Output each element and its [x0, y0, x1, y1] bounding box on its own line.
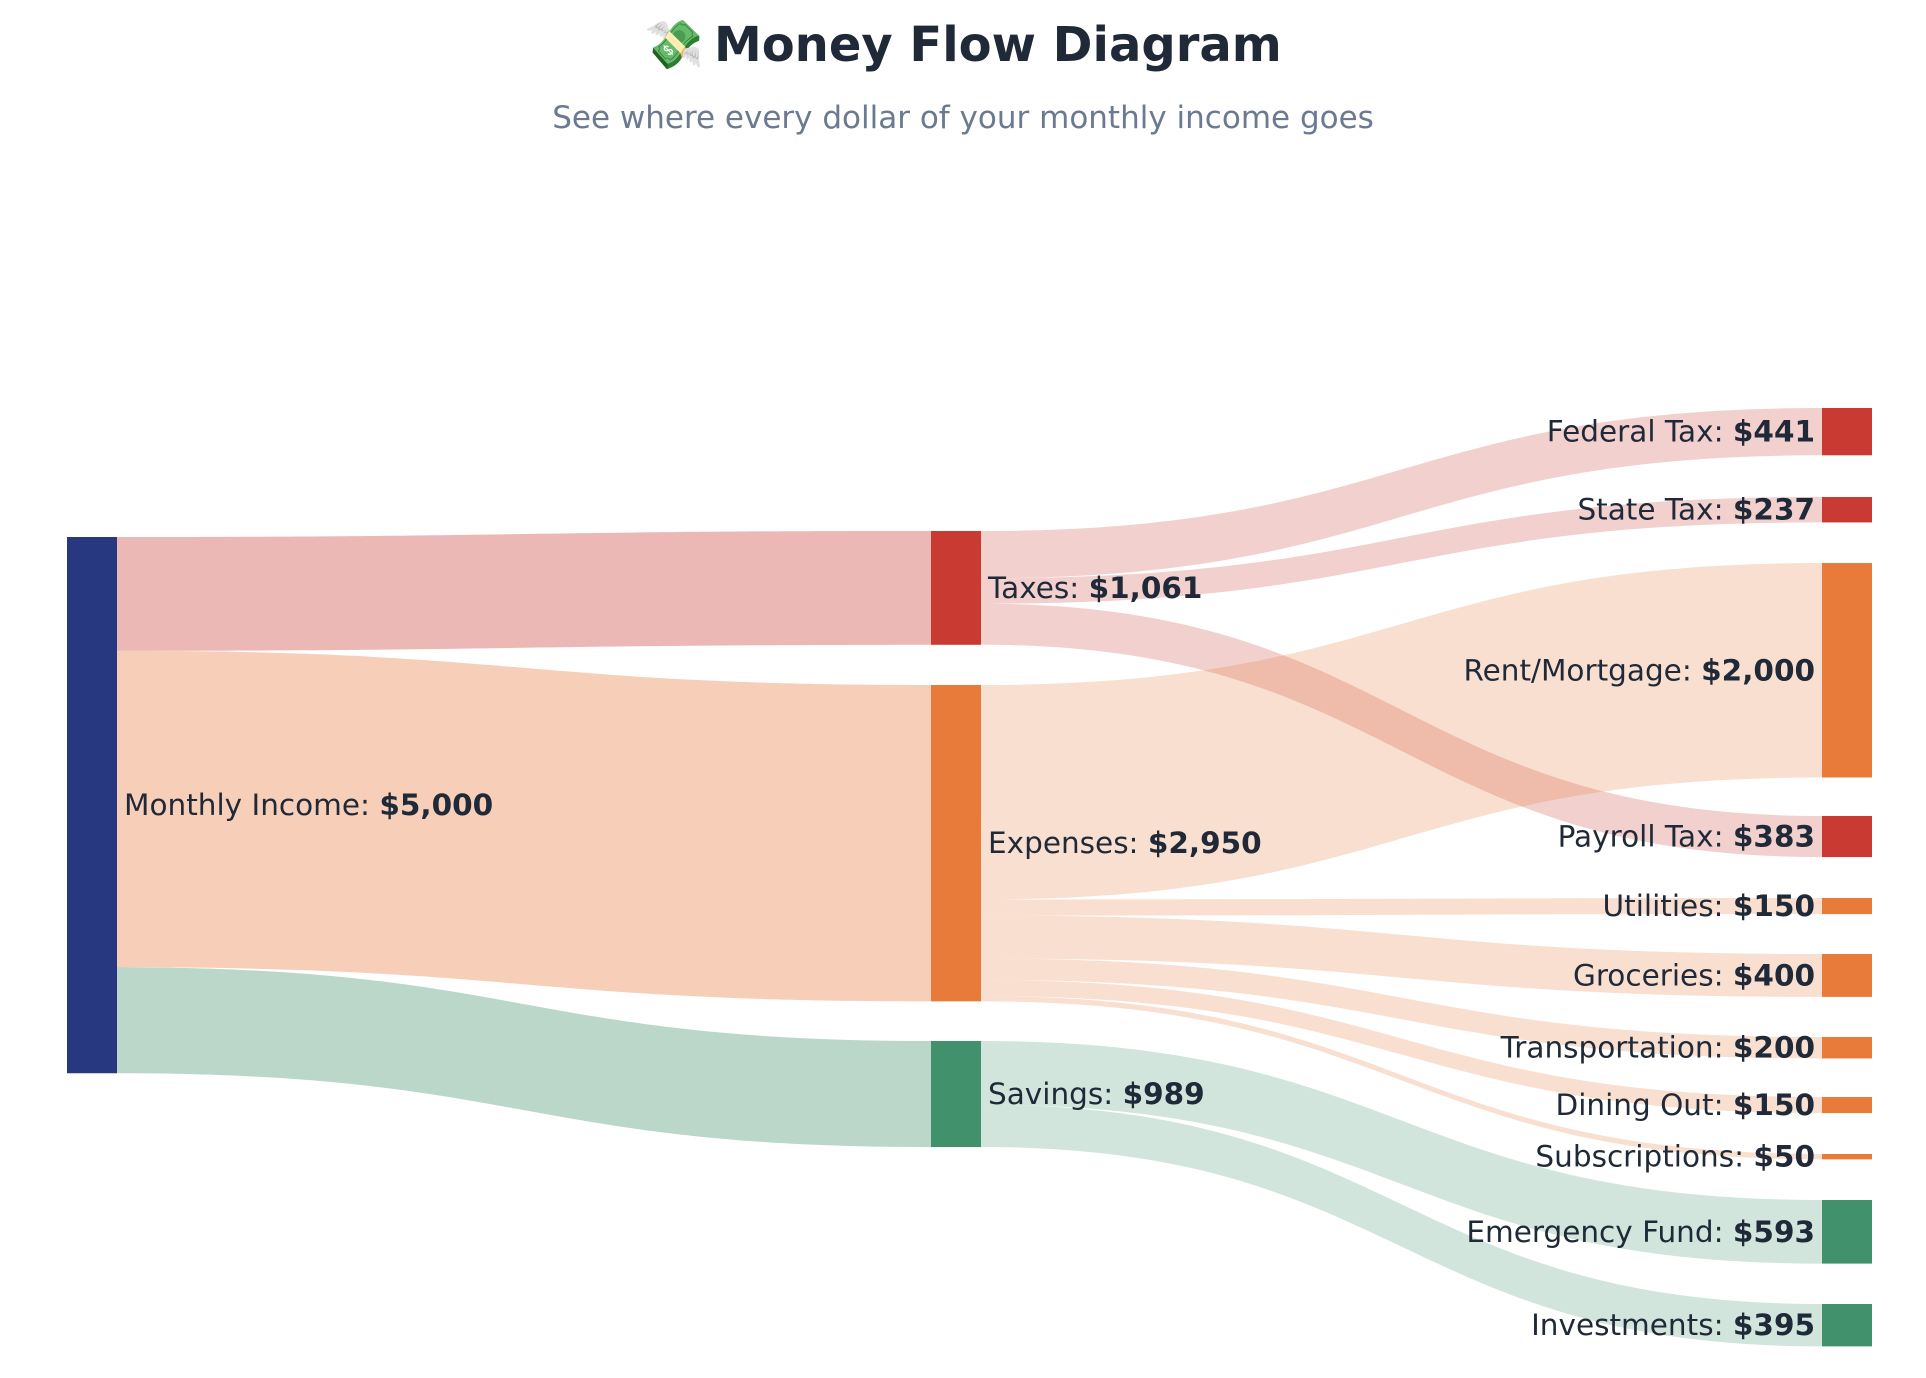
- sankey-labels: Monthly Income: $5,000 Taxes: $1,061 Expen…: [124, 415, 1815, 1343]
- flow-link-expenses-groceries: [981, 915, 1822, 997]
- node-bar-transport: [1822, 1037, 1872, 1059]
- node-bar-savings: [931, 1041, 981, 1148]
- node-bar-rent: [1822, 563, 1872, 778]
- node-name: Dining Out:: [1555, 1088, 1732, 1122]
- node-label-utilities: Utilities: $150: [1603, 889, 1815, 923]
- flow-link-expenses-utilities: [981, 898, 1822, 916]
- flow-link-income-taxes: [117, 531, 931, 651]
- page-title: 💸 Money Flow Diagram: [0, 14, 1926, 76]
- node-label-invest: Investments: $395: [1531, 1308, 1815, 1342]
- node-name: Subscriptions:: [1535, 1140, 1753, 1174]
- node-value: $441: [1733, 415, 1815, 449]
- flow-link-expenses-dining: [981, 979, 1822, 1114]
- node-value: $2,000: [1701, 653, 1815, 687]
- flow-link-taxes-state: [981, 497, 1822, 604]
- flow-link-taxes-payroll: [981, 603, 1822, 858]
- node-name: Payroll Tax:: [1558, 820, 1733, 854]
- node-name: Taxes:: [987, 571, 1089, 605]
- node-value: $395: [1733, 1308, 1815, 1342]
- sankey-nodes: [67, 408, 1872, 1347]
- node-value: $400: [1733, 958, 1815, 992]
- node-bar-state: [1822, 497, 1872, 523]
- money-with-wings-icon: 💸: [644, 17, 704, 73]
- node-bar-emergency: [1822, 1200, 1872, 1264]
- node-name: State Tax:: [1577, 493, 1732, 527]
- flow-link-income-expenses: [117, 650, 931, 1002]
- node-label-expenses: Expenses: $2,950: [988, 826, 1262, 860]
- node-name: Savings:: [988, 1077, 1123, 1111]
- node-value: $1,061: [1089, 571, 1203, 605]
- node-value: $150: [1733, 889, 1815, 923]
- node-bar-groceries: [1822, 954, 1872, 997]
- node-label-state: State Tax: $237: [1577, 493, 1815, 527]
- node-label-subs: Subscriptions: $50: [1535, 1140, 1815, 1174]
- node-name: Emergency Fund:: [1466, 1215, 1733, 1249]
- flow-link-savings-invest: [981, 1104, 1822, 1347]
- node-bar-income: [67, 537, 117, 1074]
- node-name: Federal Tax:: [1547, 415, 1733, 449]
- node-bar-subs: [1822, 1154, 1872, 1160]
- page-subtitle: See where every dollar of your monthly i…: [552, 100, 1374, 136]
- node-value: $383: [1733, 820, 1815, 854]
- node-label-federal: Federal Tax: $441: [1547, 415, 1815, 449]
- node-value: $237: [1733, 493, 1815, 527]
- node-bar-invest: [1822, 1304, 1872, 1347]
- node-name: Investments:: [1531, 1308, 1733, 1342]
- flow-link-expenses-subs: [981, 996, 1822, 1160]
- title-text: Money Flow Diagram: [713, 17, 1282, 73]
- node-label-dining: Dining Out: $150: [1555, 1088, 1815, 1122]
- flow-link-savings-emergency: [981, 1041, 1822, 1264]
- node-value: $150: [1733, 1088, 1815, 1122]
- node-name: Expenses:: [988, 826, 1148, 860]
- sankey-links: [117, 408, 1822, 1347]
- node-bar-taxes: [931, 531, 981, 645]
- node-label-transport: Transportation: $200: [1500, 1031, 1815, 1065]
- node-value: $2,950: [1148, 826, 1262, 860]
- flow-link-income-savings: [117, 967, 931, 1148]
- node-bar-utilities: [1822, 898, 1872, 915]
- node-name: Transportation:: [1500, 1031, 1733, 1065]
- node-value: $50: [1753, 1140, 1815, 1174]
- node-name: Rent/Mortgage:: [1463, 653, 1701, 687]
- node-value: $989: [1123, 1077, 1205, 1111]
- node-name: Monthly Income:: [124, 788, 379, 822]
- node-value: $200: [1733, 1031, 1815, 1065]
- flow-link-expenses-rent: [981, 563, 1822, 900]
- node-value: $5,000: [379, 788, 493, 822]
- node-bar-dining: [1822, 1097, 1872, 1114]
- node-label-rent: Rent/Mortgage: $2,000: [1463, 653, 1815, 687]
- node-bar-federal: [1822, 408, 1872, 456]
- flow-link-expenses-transport: [981, 958, 1822, 1059]
- node-bar-expenses: [931, 685, 981, 1002]
- node-label-taxes: Taxes: $1,061: [987, 571, 1202, 605]
- node-bar-payroll: [1822, 816, 1872, 858]
- node-label-emergency: Emergency Fund: $593: [1466, 1215, 1815, 1249]
- node-name: Groceries:: [1573, 958, 1733, 992]
- node-name: Utilities:: [1603, 889, 1733, 923]
- node-label-income: Monthly Income: $5,000: [124, 788, 493, 822]
- node-label-payroll: Payroll Tax: $383: [1558, 820, 1815, 854]
- flow-link-taxes-federal: [981, 408, 1822, 579]
- node-label-groceries: Groceries: $400: [1573, 958, 1815, 992]
- node-label-savings: Savings: $989: [988, 1077, 1205, 1111]
- node-value: $593: [1733, 1215, 1815, 1249]
